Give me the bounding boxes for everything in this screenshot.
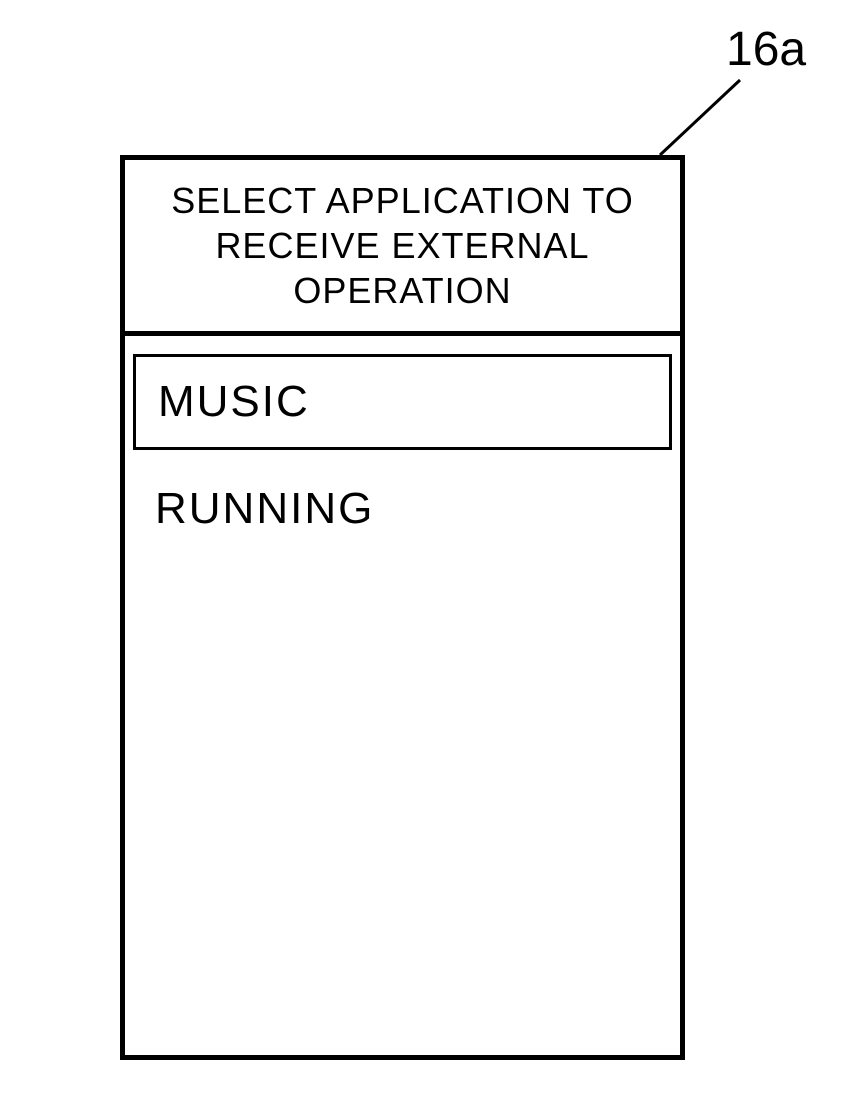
header-line-1: SELECT APPLICATION TO [135,178,670,223]
device-screen: SELECT APPLICATION TO RECEIVE EXTERNAL O… [120,155,685,1060]
list-item-running[interactable]: RUNNING [125,456,680,562]
dialog-header: SELECT APPLICATION TO RECEIVE EXTERNAL O… [125,160,680,336]
header-line-2: RECEIVE EXTERNAL [135,223,670,268]
app-list: MUSIC RUNNING [125,336,680,562]
callout-line-segment [660,80,740,155]
callout-label: 16a [726,22,806,77]
list-item-music[interactable]: MUSIC [133,354,672,450]
header-line-3: OPERATION [135,268,670,313]
